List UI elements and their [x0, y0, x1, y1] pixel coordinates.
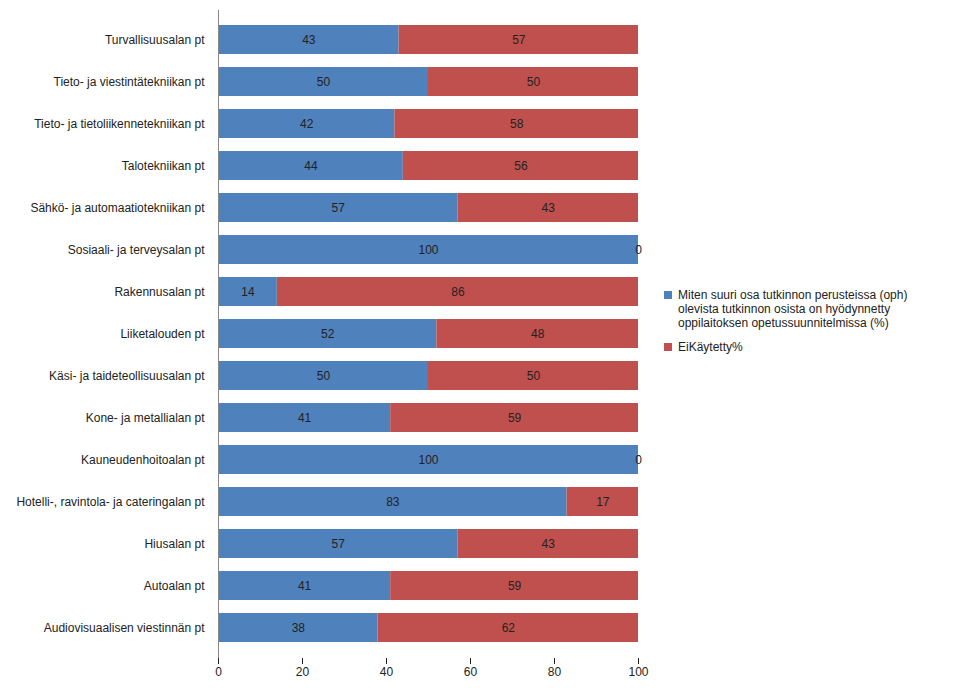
svg-text:44: 44 — [304, 159, 318, 173]
svg-text:Talotekniikan pt: Talotekniikan pt — [122, 159, 205, 173]
svg-text:Hiusalan pt: Hiusalan pt — [144, 537, 205, 551]
svg-text:41: 41 — [298, 411, 312, 425]
svg-text:59: 59 — [508, 411, 522, 425]
svg-text:56: 56 — [514, 159, 528, 173]
svg-text:52: 52 — [321, 327, 335, 341]
svg-text:60: 60 — [464, 665, 478, 679]
svg-text:100: 100 — [418, 243, 438, 257]
svg-text:100: 100 — [628, 665, 648, 679]
svg-text:50: 50 — [317, 75, 331, 89]
svg-text:57: 57 — [332, 201, 346, 215]
svg-text:Sosiaali- ja terveysalan pt: Sosiaali- ja terveysalan pt — [68, 243, 205, 257]
svg-text:43: 43 — [542, 201, 556, 215]
svg-text:20: 20 — [296, 665, 310, 679]
svg-text:62: 62 — [502, 621, 516, 635]
svg-text:Kone- ja metallialan pt: Kone- ja metallialan pt — [86, 411, 205, 425]
svg-text:48: 48 — [531, 327, 545, 341]
svg-text:Rakennusalan pt: Rakennusalan pt — [114, 285, 205, 299]
svg-text:14: 14 — [241, 285, 255, 299]
svg-text:38: 38 — [292, 621, 306, 635]
svg-text:Tieto- ja tietoliikennetekniik: Tieto- ja tietoliikennetekniikan pt — [34, 117, 205, 131]
svg-text:Autoalan pt: Autoalan pt — [144, 579, 205, 593]
svg-text:57: 57 — [512, 33, 526, 47]
svg-text:Kauneudenhoitoalan pt: Kauneudenhoitoalan pt — [81, 453, 205, 467]
svg-text:Tieto- ja viestintätekniikan p: Tieto- ja viestintätekniikan pt — [54, 75, 206, 89]
svg-text:59: 59 — [508, 579, 522, 593]
svg-text:0: 0 — [635, 453, 642, 467]
svg-text:0: 0 — [215, 665, 222, 679]
svg-text:40: 40 — [380, 665, 394, 679]
svg-text:Hotelli-, ravintola- ja cateri: Hotelli-, ravintola- ja cateringalan pt — [16, 495, 205, 509]
svg-text:42: 42 — [300, 117, 314, 131]
svg-text:Liiketalouden pt: Liiketalouden pt — [120, 327, 205, 341]
svg-text:Audiovisuaalisen viestinnän pt: Audiovisuaalisen viestinnän pt — [44, 621, 205, 635]
svg-text:Sähkö- ja automaatiotekniikan: Sähkö- ja automaatiotekniikan pt — [30, 201, 205, 215]
html-text:EiKäytetty%: EiKäytetty% — [678, 340, 743, 354]
svg-text:Käsi- ja taideteollisuusalan p: Käsi- ja taideteollisuusalan pt — [49, 369, 205, 383]
svg-text:17: 17 — [596, 495, 610, 509]
svg-text:0: 0 — [635, 243, 642, 257]
svg-text:50: 50 — [527, 369, 541, 383]
svg-text:86: 86 — [451, 285, 465, 299]
svg-text:Turvallisuusalan pt: Turvallisuusalan pt — [105, 33, 205, 47]
svg-text:58: 58 — [510, 117, 524, 131]
svg-text:83: 83 — [386, 495, 400, 509]
svg-text:43: 43 — [302, 33, 316, 47]
svg-text:41: 41 — [298, 579, 312, 593]
svg-text:100: 100 — [418, 453, 438, 467]
svg-text:80: 80 — [548, 665, 562, 679]
svg-text:57: 57 — [332, 537, 346, 551]
html-text:Miten suuri osa tutkinnon peru: Miten suuri osa tutkinnon perusteissa (o… — [678, 288, 908, 330]
svg-text:50: 50 — [317, 369, 331, 383]
svg-text:50: 50 — [527, 75, 541, 89]
svg-text:43: 43 — [542, 537, 556, 551]
